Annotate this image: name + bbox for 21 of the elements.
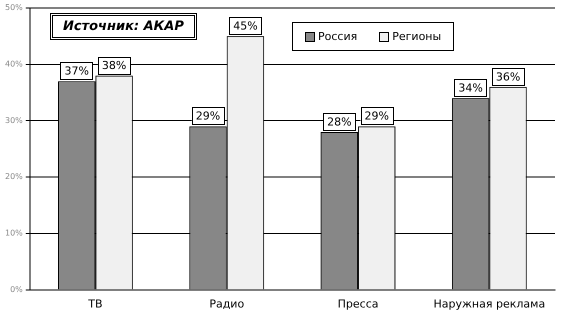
data-label: 36% — [496, 70, 520, 84]
annotation: Источник: АКАР — [50, 13, 197, 40]
x-tick-label: Пресса — [338, 297, 378, 310]
data-label: 38% — [102, 58, 126, 72]
legend-label: Регионы — [392, 30, 442, 43]
data-label: 29% — [196, 110, 220, 123]
legend-label: Россия — [318, 30, 358, 43]
data-label: 28% — [327, 115, 352, 128]
x-tick-label: ТВ — [87, 297, 103, 310]
data-label: 29% — [364, 110, 389, 123]
y-tick-label: 40% — [5, 59, 24, 68]
data-label: 34% — [458, 82, 483, 95]
y-tick-label: 10% — [5, 228, 24, 238]
x-tick-label: Радио — [209, 297, 244, 310]
y-tick-label: 0% — [10, 284, 24, 294]
y-tick-label: 30% — [5, 116, 24, 125]
y-tick-label: 50% — [5, 3, 24, 12]
y-tick-label: 20% — [5, 172, 24, 182]
data-label: 45% — [233, 20, 258, 33]
x-tick-label: Наружная реклама — [434, 297, 546, 310]
data-label: 37% — [64, 64, 89, 78]
